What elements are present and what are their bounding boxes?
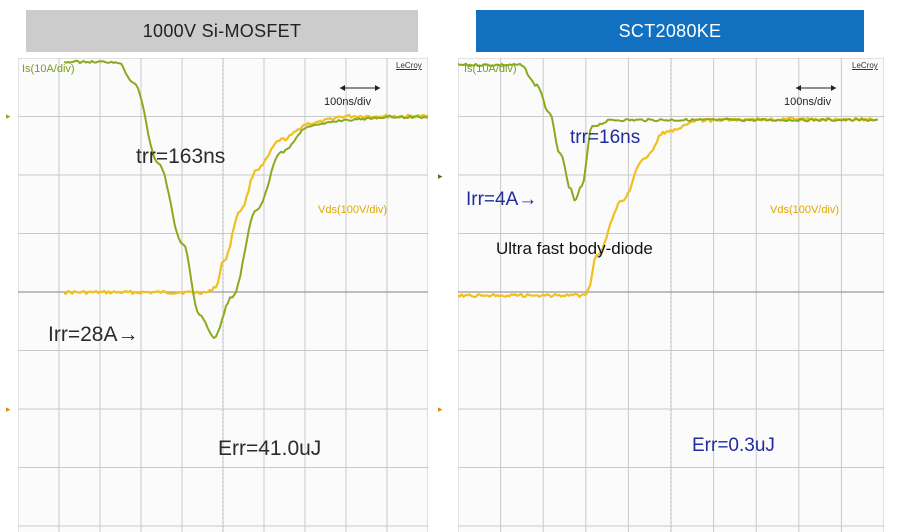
vds-channel-label: Vds(100V/div) (318, 204, 388, 216)
trr-annotation: trr=163ns (136, 145, 226, 168)
err-annotation: Err=41.0uJ (218, 437, 322, 460)
irr-annotation: Irr=28A→ (48, 323, 139, 346)
body-diode-note: Ultra fast body-diode (496, 239, 653, 258)
vds-channel-label: Vds(100V/div) (770, 204, 840, 216)
lecroy-logo: LeCroy (852, 61, 878, 70)
scope-grid (18, 58, 428, 532)
panel-title-si-mosfet: 1000V Si-MOSFET (26, 10, 418, 52)
timebase-label: 100ns/div (784, 96, 832, 108)
is-ground-marker: ▸ (6, 111, 11, 121)
is-trace (63, 59, 428, 339)
lecroy-logo: LeCroy (396, 61, 422, 70)
scope-plot-si-mosfet (18, 58, 428, 532)
is-channel-label: Is(10A/div) (22, 63, 75, 75)
err-annotation: Err=0.3uJ (692, 435, 775, 456)
scope-plot-sct2080ke (458, 58, 884, 532)
irr-annotation: Irr=4A→ (466, 189, 538, 210)
is-channel-label: Is(10A/div) (464, 63, 517, 75)
vds-trace (458, 116, 878, 298)
is-ground-marker: ▸ (438, 171, 443, 181)
scope-panel-si-mosfet: Is(10A/div) LeCroy 100ns/div Vds(100V/di… (18, 58, 428, 532)
vds-ground-marker: ▸ (6, 404, 11, 414)
panel-title-sct2080ke: SCT2080KE (476, 10, 864, 52)
scope-grid (458, 58, 884, 532)
scope-panel-sct2080ke: Is(10A/div) LeCroy 100ns/div Vds(100V/di… (458, 58, 884, 532)
vds-ground-marker: ▸ (438, 404, 443, 414)
trr-annotation: trr=16ns (570, 127, 641, 148)
timebase-label: 100ns/div (324, 96, 372, 108)
is-trace (458, 62, 878, 202)
